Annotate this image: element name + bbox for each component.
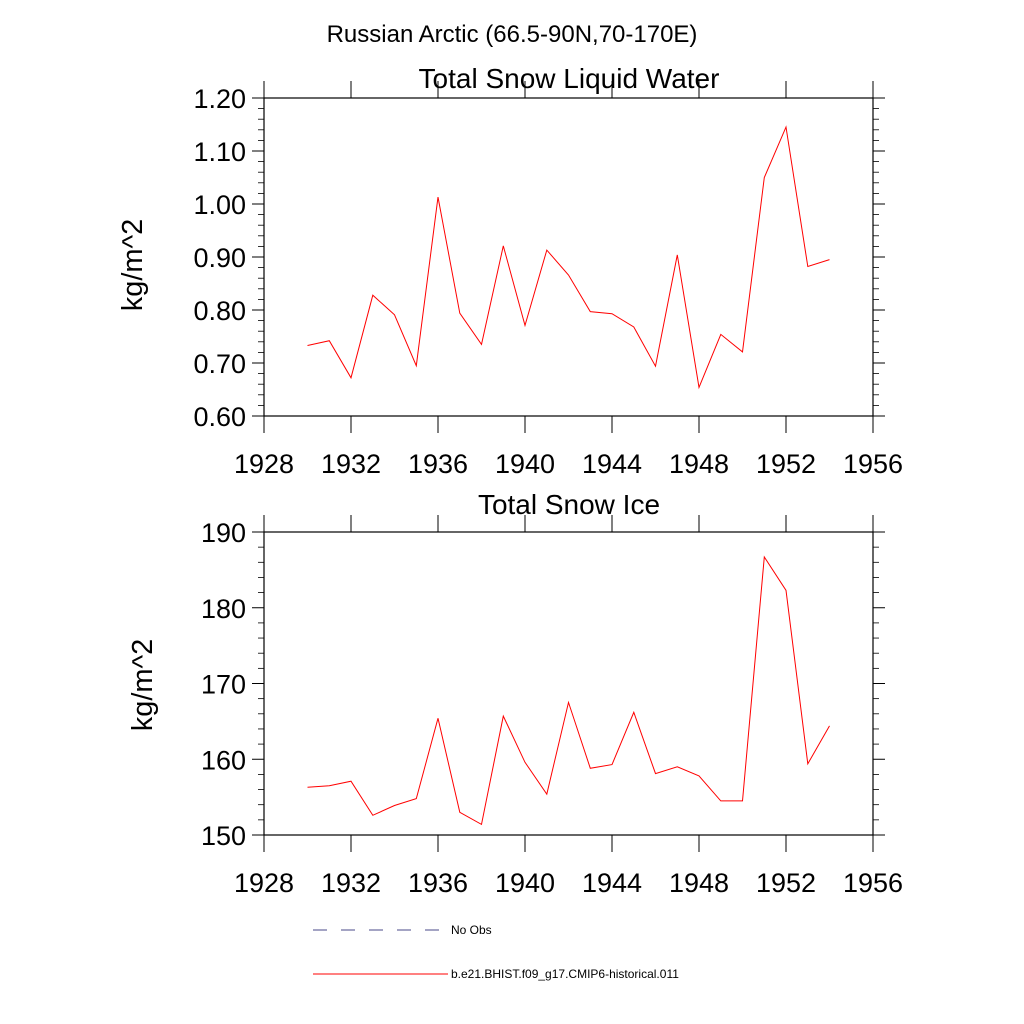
x-tick-label: 1952 [756, 868, 816, 898]
x-tick-label: 1940 [495, 449, 555, 479]
chart-panel-snow-liquid-water: Total Snow Liquid Water kg/m^2 1928 1932 1… [117, 63, 903, 479]
x-tick-label: 1944 [582, 868, 642, 898]
x-tick-label: 1948 [669, 449, 729, 479]
x-tick-label: 1944 [582, 449, 642, 479]
y-tick-label: 0.80 [193, 296, 246, 326]
x-tick-label: 1928 [234, 868, 294, 898]
y-tick-label: 160 [201, 745, 246, 775]
plot-marks: 1928 1932 1936 1940 1944 1948 1952 1956 150 160 17… [201, 515, 903, 898]
x-tick-label: 1940 [495, 868, 555, 898]
y-tick-label: 1.00 [193, 190, 246, 220]
y-tick-label: 170 [201, 670, 246, 700]
x-tick-label: 1932 [321, 868, 381, 898]
y-tick-label: 0.60 [193, 402, 246, 432]
chart-panel-snow-ice: Total Snow Ice kg/m^2 1928 1932 1936 1940 19… [127, 489, 903, 898]
plot-frame [263, 97, 874, 417]
y-tick-label: 150 [201, 821, 246, 851]
x-tick-label: 1952 [756, 449, 816, 479]
y-tick-label: 180 [201, 594, 246, 624]
plot-frame [263, 531, 874, 836]
plot-marks: 1928 1932 1936 1940 1944 1948 1952 1956 0.60 0.70… [193, 81, 903, 479]
figure-main-title: Russian Arctic (66.5-90N,70-170E) [327, 21, 698, 48]
x-tick-label: 1956 [843, 868, 903, 898]
y-tick-label: 1.10 [193, 137, 246, 167]
y-axis-label: kg/m^2 [127, 639, 159, 732]
y-tick-label: 0.70 [193, 349, 246, 379]
x-tick-label: 1928 [234, 449, 294, 479]
series-line [307, 125, 830, 390]
x-tick-label: 1936 [408, 868, 468, 898]
y-tick-label: 190 [201, 518, 246, 548]
y-tick-label: 1.20 [193, 84, 246, 114]
legend-label-no-obs: No Obs [451, 923, 492, 937]
series-line [307, 555, 830, 826]
y-axis-label: kg/m^2 [117, 219, 149, 312]
x-tick-label: 1932 [321, 449, 381, 479]
chart-title: Total Snow Ice [478, 489, 660, 520]
x-tick-label: 1948 [669, 868, 729, 898]
x-tick-label: 1956 [843, 449, 903, 479]
x-tick-label: 1936 [408, 449, 468, 479]
chart-title: Total Snow Liquid Water [419, 63, 720, 94]
legend: No Obs b.e21.BHIST.f09_g17.CMIP6-histori… [313, 923, 679, 981]
y-tick-label: 0.90 [193, 243, 246, 273]
legend-label-model: b.e21.BHIST.f09_g17.CMIP6-historical.011 [451, 967, 679, 981]
